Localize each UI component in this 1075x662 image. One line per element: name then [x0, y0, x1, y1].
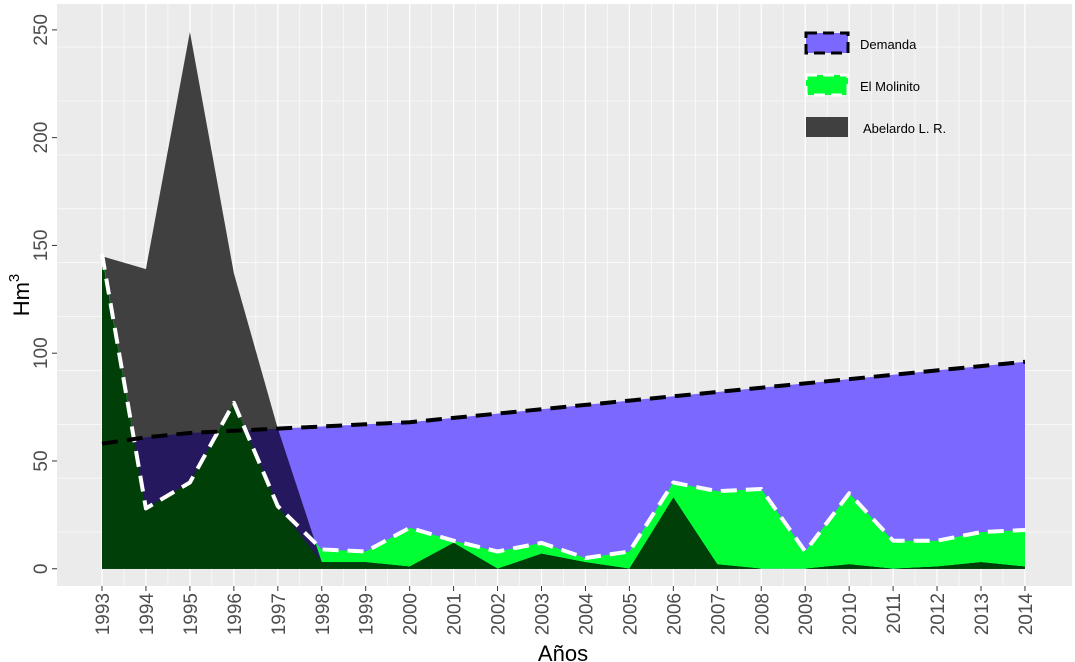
x-tick-label: 1994 — [137, 593, 158, 636]
y-tick-label: 50 — [31, 450, 52, 471]
x-tick-label: 1995 — [181, 593, 202, 635]
x-axis-title: Años — [538, 641, 588, 662]
y-axis-ticks: 0 50 100 150 200 250 — [31, 14, 57, 574]
x-tick-label: 2012 — [928, 593, 949, 635]
x-tick-label: 1996 — [225, 593, 246, 635]
legend: Demanda El Molinito Abelardo L. R. — [804, 31, 946, 137]
line-el-molinito — [100, 253, 1026, 560]
x-tick-label: 2009 — [796, 593, 817, 635]
x-tick-label: 2003 — [533, 593, 554, 635]
series-areas — [102, 32, 1025, 569]
series-lines — [100, 253, 1026, 560]
x-tick-label: 2007 — [708, 593, 729, 635]
legend-key-demanda — [804, 31, 850, 55]
legend-item-demanda: Demanda — [804, 31, 917, 55]
area-overlap-all — [102, 430, 1025, 569]
legend-key-abelardo — [806, 117, 848, 137]
legend-label-el-molinito: El Molinito — [860, 79, 920, 94]
y-tick-label: 0 — [31, 564, 52, 575]
y-axis-title-superscript: 3 — [6, 274, 23, 282]
y-axis-title: Hm3 — [6, 274, 34, 317]
legend-item-abelardo: Abelardo L. R. — [806, 117, 946, 137]
y-tick-label: 200 — [31, 122, 52, 154]
x-axis-ticks: 1993 1994 1995 1996 1997 1998 1999 2000 2001 2002… — [93, 586, 1037, 635]
x-tick-label: 1998 — [313, 593, 334, 635]
x-tick-label: 2011 — [884, 593, 905, 634]
legend-item-el-molinito: El Molinito — [804, 73, 920, 97]
x-tick-label: 1997 — [269, 593, 290, 635]
y-tick-label: 100 — [31, 337, 52, 369]
x-tick-label: 2008 — [752, 593, 773, 635]
y-tick-label: 250 — [31, 14, 52, 46]
line-demanda — [101, 359, 1026, 446]
legend-label-abelardo: Abelardo L. R. — [863, 121, 946, 136]
x-tick-label: 2005 — [620, 593, 641, 635]
legend-key-el-molinito — [804, 73, 850, 97]
x-tick-label: 2000 — [401, 593, 422, 635]
x-tick-label: 2001 — [445, 593, 466, 635]
legend-label-demanda: Demanda — [860, 37, 917, 52]
x-tick-label: 2014 — [1016, 593, 1037, 636]
area-demanda — [102, 361, 1025, 569]
x-tick-label: 2006 — [664, 593, 685, 635]
x-tick-label: 2002 — [489, 593, 510, 635]
x-tick-label: 2013 — [972, 593, 993, 635]
x-tick-label: 1999 — [357, 593, 378, 635]
x-tick-label: 2004 — [577, 593, 598, 636]
x-tick-label: 1993 — [93, 593, 114, 635]
svg-text:Hm3: Hm3 — [6, 274, 34, 317]
y-tick-label: 150 — [31, 230, 52, 262]
x-tick-label: 2010 — [840, 593, 861, 635]
y-axis-title-text: Hm — [9, 282, 34, 316]
